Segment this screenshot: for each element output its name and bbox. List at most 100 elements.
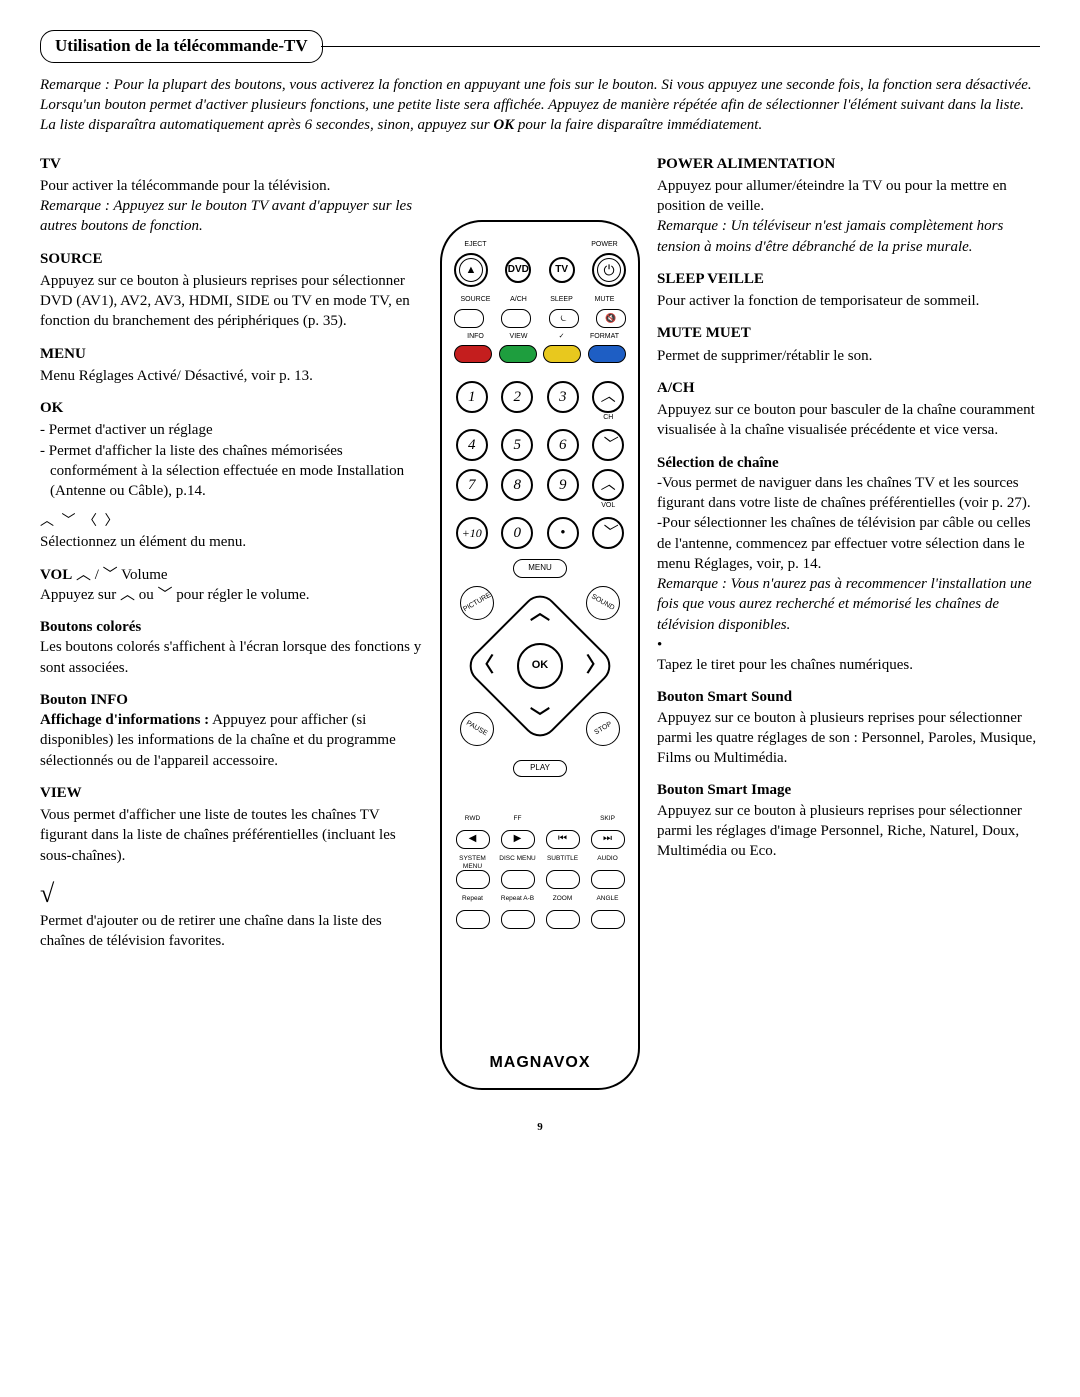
ff-button[interactable]: ▶: [501, 830, 535, 849]
stop-button[interactable]: STOP: [586, 712, 620, 746]
vol-line: VOL ︿ / ﹀ Volume: [40, 565, 423, 585]
ss-body: Appuyez sur ce bouton à plusieurs repris…: [657, 708, 1040, 769]
green-button[interactable]: [499, 345, 537, 363]
source-heading: SOURCE: [40, 249, 423, 269]
color-heading: Boutons colorés: [40, 617, 423, 637]
subtitle-label: SUBTITLE: [547, 855, 578, 864]
sound-button[interactable]: SOUND: [586, 586, 620, 620]
intro-ok: OK: [493, 117, 514, 133]
eject-label: EJECT: [454, 240, 497, 249]
play-button[interactable]: PLAY: [513, 760, 567, 777]
ach-button[interactable]: [501, 309, 531, 328]
page-number: 9: [40, 1120, 1040, 1135]
menu-button[interactable]: MENU: [513, 559, 567, 578]
num-1[interactable]: 1: [456, 381, 488, 413]
sel-l1: -Vous permet de naviguer dans les chaîne…: [657, 473, 1040, 514]
color-body: Les boutons colorés s'affichent à l'écra…: [40, 637, 423, 678]
audio-button[interactable]: [591, 870, 625, 889]
dpad-left[interactable]: 〈: [474, 652, 494, 679]
intro-note: Remarque : Pour la plupart des boutons, …: [40, 75, 1040, 136]
zoom-label: ZOOM: [553, 895, 573, 904]
num-5[interactable]: 5: [501, 429, 533, 461]
subtitle-button[interactable]: [546, 870, 580, 889]
info-body: Affichage d'informations : Appuyez pour …: [40, 710, 423, 771]
source-body: Appuyez sur ce bouton à plusieurs repris…: [40, 271, 423, 332]
num-9[interactable]: 9: [547, 469, 579, 501]
tv-body: Pour activer la télécommande pour la tél…: [40, 176, 423, 196]
mute-button[interactable]: 🔇: [596, 309, 626, 328]
power-heading: POWER ALIMENTATION: [657, 154, 1040, 174]
vol-label: VOL: [40, 567, 72, 583]
section-title: Utilisation de la télécommande-TV: [40, 30, 323, 63]
repeatab-button[interactable]: [501, 910, 535, 929]
title-rule: [321, 46, 1040, 48]
sysmenu-label: SYSTEM MENU: [454, 855, 491, 864]
sysmenu-button[interactable]: [456, 870, 490, 889]
dpad-down[interactable]: ﹀: [530, 705, 550, 732]
info-label: INFO: [454, 332, 497, 341]
num-7[interactable]: 7: [456, 469, 488, 501]
pause-button[interactable]: PAUSE: [460, 712, 494, 746]
dot-body: Tapez le tiret pour les chaînes numériqu…: [657, 655, 1040, 675]
num-8[interactable]: 8: [501, 469, 533, 501]
eject-button[interactable]: ▲: [454, 253, 488, 287]
transport-grid: RWD FF SKIP ◀ ▶ ⏮ ⏭ SYSTEM MENU DISC MEN…: [454, 815, 626, 929]
dpad-up[interactable]: ︿: [530, 600, 550, 627]
num-3[interactable]: 3: [547, 381, 579, 413]
ach-heading: A/CH: [657, 378, 1040, 398]
ach-label: A/CH: [497, 295, 540, 304]
dpad-right[interactable]: 〉: [586, 652, 606, 679]
sleep-label: SLEEP: [540, 295, 583, 304]
power-label: POWER: [583, 240, 626, 249]
tv-heading: TV: [40, 154, 423, 174]
source-button[interactable]: [454, 309, 484, 328]
vol-down[interactable]: ﹀: [592, 517, 624, 549]
blue-button[interactable]: [588, 345, 626, 363]
arrows-symbols: ︿ ﹀ 〈 〉: [40, 513, 423, 532]
vol-body: Appuyez sur ︿ ou ﹀ pour régler le volume…: [40, 585, 423, 605]
right-column: POWER ALIMENTATION Appuyez pour allumer/…: [657, 154, 1040, 1090]
ok-list: - Permet d'activer un réglage - Permet d…: [40, 420, 423, 501]
intro-end: pour la faire disparaître immédiatement.: [514, 117, 762, 133]
num-6[interactable]: 6: [547, 429, 579, 461]
vol-up[interactable]: ︿: [592, 469, 624, 501]
num-4[interactable]: 4: [456, 429, 488, 461]
num-dot[interactable]: •: [547, 517, 579, 549]
title-row: Utilisation de la télécommande-TV: [40, 30, 1040, 63]
number-grid: 1 2 3 ︿ CH 4 5 6 ﹀ 7 8 9 ︿ VOL +10 0 • ﹀: [454, 381, 626, 549]
dvd-button[interactable]: DVD: [505, 257, 531, 283]
num-0[interactable]: 0: [501, 517, 533, 549]
sleep-button[interactable]: ⏾: [549, 309, 579, 328]
skip-label: SKIP: [600, 815, 615, 824]
ch-up[interactable]: ︿: [592, 381, 624, 413]
num-plus10[interactable]: +10: [456, 517, 488, 549]
check-symbol: √: [40, 876, 423, 911]
picture-button[interactable]: PICTURE: [460, 586, 494, 620]
format-label: FORMAT: [583, 332, 626, 341]
skip-prev-button[interactable]: ⏮: [546, 830, 580, 849]
ok-button[interactable]: OK: [517, 643, 563, 689]
ss-heading: Bouton Smart Sound: [657, 687, 1040, 707]
repeat-label: Repeat: [462, 895, 483, 904]
check-body: Permet d'ajouter ou de retirer une chaîn…: [40, 911, 423, 952]
ok-list-item: - Permet d'afficher la liste des chaînes…: [40, 441, 423, 502]
left-column: TV Pour activer la télécommande pour la …: [40, 154, 423, 1090]
num-2[interactable]: 2: [501, 381, 533, 413]
ch-down[interactable]: ﹀: [592, 429, 624, 461]
red-button[interactable]: [454, 345, 492, 363]
brand-logo: MAGNAVOX: [489, 1052, 590, 1074]
tv-button[interactable]: TV: [549, 257, 575, 283]
sel-note: Remarque : Vous n'aurez pas à recommence…: [657, 574, 1040, 635]
angle-button[interactable]: [591, 910, 625, 929]
rwd-label: RWD: [465, 815, 480, 824]
zoom-button[interactable]: [546, 910, 580, 929]
vol-arrows: ︿ / ﹀: [72, 567, 121, 583]
repeat-button[interactable]: [456, 910, 490, 929]
ok-heading: OK: [40, 398, 423, 418]
si-body: Appuyez sur ce bouton à plusieurs repris…: [657, 801, 1040, 862]
discmenu-button[interactable]: [501, 870, 535, 889]
rwd-button[interactable]: ◀: [456, 830, 490, 849]
skip-next-button[interactable]: ⏭: [591, 830, 625, 849]
yellow-button[interactable]: [543, 345, 581, 363]
power-button[interactable]: ⏻: [592, 253, 626, 287]
